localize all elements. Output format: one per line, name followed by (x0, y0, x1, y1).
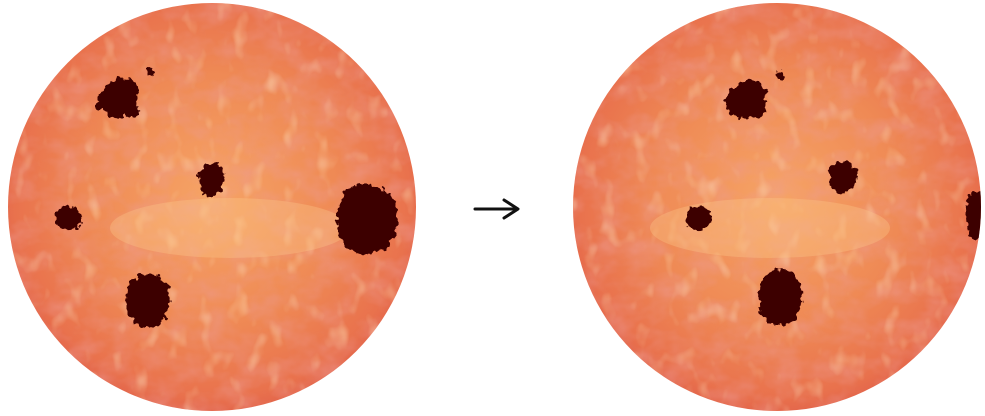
sun-texture-bright-right (573, 3, 981, 411)
sunspot-right-5 (966, 191, 981, 240)
sunspot-right-6 (758, 269, 803, 326)
sunspot-right-2 (775, 71, 785, 81)
sunspot-left-5 (337, 184, 398, 254)
sunspot-left-6 (126, 274, 171, 328)
sunspot-left-3 (198, 163, 226, 196)
sunspot-left-2 (145, 67, 155, 77)
sunspot-left-1 (96, 77, 139, 119)
right-arrow-icon (473, 198, 520, 220)
sun-before (8, 3, 416, 411)
sunspot-right-4 (684, 205, 713, 231)
sun-bright-band-right (650, 198, 890, 258)
sunspot-left-4 (54, 205, 83, 231)
sunspot-right-3 (828, 161, 858, 194)
sunspot-right-1 (725, 79, 767, 119)
sun-after (573, 3, 981, 411)
sun-bright-band-left (110, 198, 350, 258)
